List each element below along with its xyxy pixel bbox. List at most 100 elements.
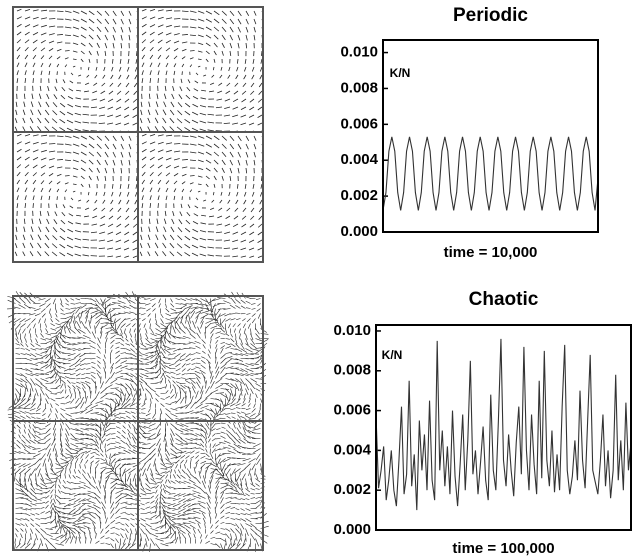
- field-arrow: [165, 408, 171, 413]
- field-arrow: [85, 395, 88, 404]
- field-arrow: [191, 236, 199, 241]
- field-arrow: [150, 343, 158, 349]
- field-arrow: [178, 498, 186, 503]
- field-arrow: [105, 377, 111, 384]
- field-arrow: [216, 98, 223, 101]
- field-arrow: [232, 98, 239, 103]
- field-arrow: [225, 533, 230, 539]
- field-arrow: [100, 215, 106, 219]
- field-arrow: [173, 493, 181, 497]
- field-arrow: [205, 18, 212, 23]
- field-arrow: [129, 533, 131, 541]
- field-arrow: [187, 533, 191, 539]
- field-arrow: [50, 480, 57, 484]
- field-arrow: [210, 381, 215, 389]
- field-arrow: [35, 353, 43, 357]
- field-arrow: [195, 423, 203, 427]
- field-arrow: [14, 468, 21, 475]
- field-arrow: [140, 373, 149, 378]
- field-arrow: [197, 151, 205, 155]
- field-arrow: [75, 536, 77, 544]
- field-arrow: [80, 135, 88, 140]
- field-arrow: [40, 328, 42, 333]
- field-arrow: [128, 18, 132, 25]
- field-arrow: [149, 134, 156, 137]
- field-arrow: [254, 468, 256, 476]
- field-arrow: [161, 340, 166, 349]
- field-arrow: [191, 363, 196, 365]
- field-arrow: [245, 528, 249, 536]
- field-arrow: [205, 151, 212, 156]
- field-arrow: [253, 423, 261, 428]
- field-arrow: [82, 129, 90, 132]
- field-arrow: [22, 109, 26, 116]
- field-arrow: [220, 543, 224, 551]
- field-arrow: [96, 167, 100, 173]
- field-arrow: [16, 8, 22, 12]
- field-arrow: [250, 363, 259, 365]
- field-arrow: [177, 110, 183, 116]
- field-arrow: [48, 25, 56, 28]
- field-arrow: [181, 173, 187, 177]
- field-arrow: [162, 357, 171, 359]
- field-arrow: [230, 362, 239, 364]
- field-arrow: [95, 317, 102, 324]
- field-arrow: [181, 469, 186, 474]
- field-arrow: [34, 458, 41, 465]
- field-arrow: [87, 511, 96, 514]
- field-arrow: [65, 428, 70, 436]
- field-arrow: [115, 106, 122, 110]
- field-arrow: [141, 412, 146, 414]
- field-arrow: [64, 26, 72, 29]
- field-arrow: [205, 323, 212, 329]
- field-arrow: [200, 463, 206, 469]
- field-arrow: [163, 433, 166, 442]
- field-arrow: [210, 453, 214, 459]
- field-arrow: [250, 343, 257, 349]
- field-arrow: [56, 41, 63, 44]
- field-arrow: [15, 343, 21, 346]
- field-arrow: [123, 239, 130, 243]
- field-arrow: [170, 456, 178, 459]
- field-arrow: [104, 443, 106, 449]
- field-arrow: [110, 344, 114, 349]
- field-arrow: [60, 396, 65, 399]
- field-arrow: [87, 505, 96, 509]
- field-arrow: [115, 383, 124, 386]
- field-arrow: [32, 424, 36, 429]
- field-arrow: [20, 488, 27, 495]
- field-arrow: [225, 338, 230, 340]
- field-arrow: [210, 470, 215, 479]
- field-arrow: [170, 308, 176, 312]
- field-arrow: [176, 251, 183, 257]
- field-arrow: [35, 483, 43, 489]
- field-arrow: [250, 373, 259, 376]
- field-arrow: [205, 534, 208, 539]
- field-arrow: [44, 318, 46, 323]
- field-arrow: [227, 424, 231, 429]
- field-arrow: [212, 191, 215, 196]
- field-arrow: [114, 458, 121, 464]
- field-arrow: [80, 18, 87, 23]
- field-arrow: [29, 117, 34, 124]
- field-arrow: [205, 462, 213, 464]
- field-arrow: [160, 468, 168, 470]
- field-arrow: [230, 353, 238, 356]
- field-arrow: [15, 483, 24, 488]
- field-arrow: [123, 328, 126, 334]
- field-arrow: [165, 24, 172, 28]
- field-arrow: [120, 159, 123, 166]
- field-arrow: [100, 535, 105, 539]
- field-arrow: [181, 387, 186, 394]
- field-arrow: [68, 88, 74, 92]
- field-arrow: [82, 469, 86, 474]
- field-arrow: [141, 78, 144, 84]
- field-arrow: [233, 90, 239, 95]
- field-arrow: [65, 487, 71, 489]
- field-arrow: [186, 212, 191, 217]
- field-arrow: [255, 348, 263, 354]
- field-arrow: [15, 353, 20, 355]
- field-arrow: [257, 255, 263, 259]
- field-arrow: [74, 253, 82, 257]
- field-arrow: [120, 543, 126, 550]
